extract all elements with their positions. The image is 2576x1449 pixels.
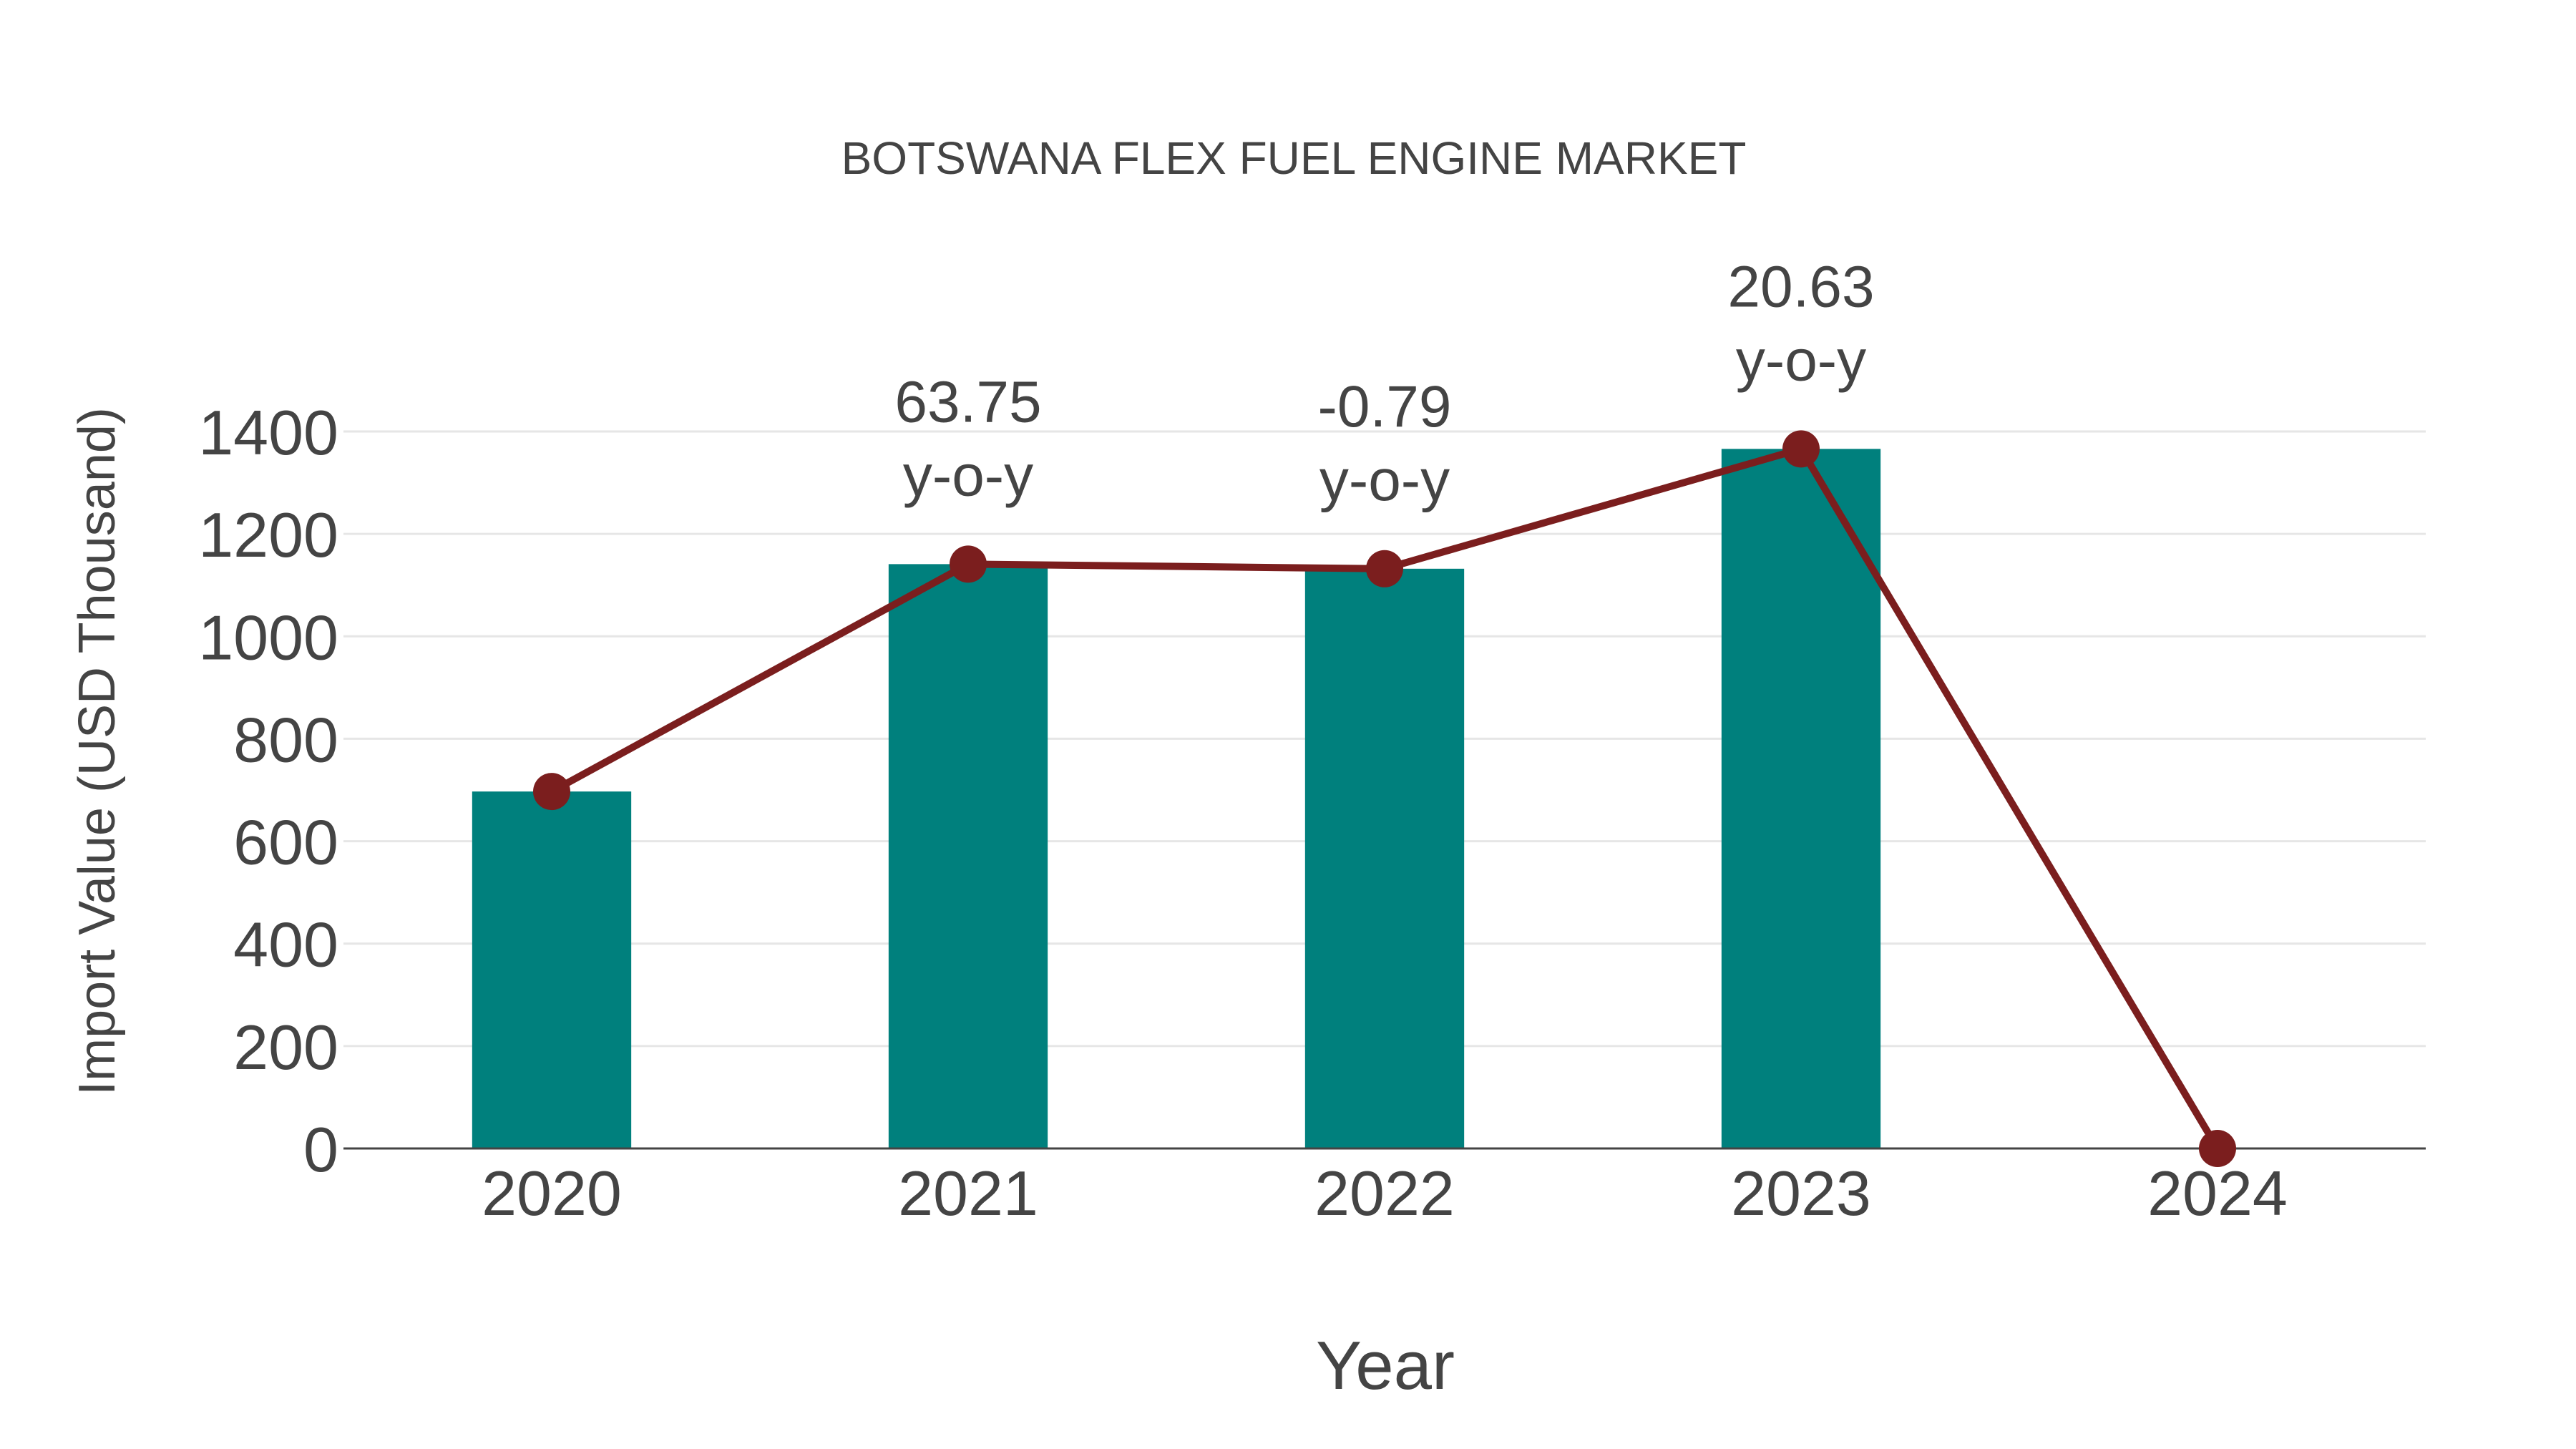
y-tick-label: 200 (233, 1012, 338, 1083)
y-tick-label: 800 (233, 704, 338, 775)
yoy-value: 20.63 (1727, 254, 1874, 319)
x-axis-title: Year (1316, 1327, 1455, 1404)
x-tick-label: 2024 (2147, 1158, 2288, 1229)
y-tick-label: 400 (233, 909, 338, 980)
x-tick-label: 2021 (898, 1158, 1038, 1229)
bar-2023 (1721, 449, 1881, 1148)
chart-title: BOTSWANA FLEX FUEL ENGINE MARKET (841, 132, 1747, 184)
y-tick-label: 600 (233, 807, 338, 878)
marker-2021 (950, 545, 987, 583)
y-tick-label: 1400 (198, 397, 338, 468)
yoy-suffix: y-o-y (1319, 448, 1450, 513)
marker-2023 (1782, 430, 1820, 468)
y-axis-title: Import Value (USD Thousand) (69, 407, 126, 1096)
y-tick-label: 1200 (198, 499, 338, 570)
marker-2022 (1366, 550, 1403, 587)
marker-2024 (2199, 1130, 2236, 1167)
y-axis-ticks: 0 200 400 600 800 1000 1200 1400 (198, 397, 338, 1185)
x-tick-label: 2022 (1314, 1158, 1455, 1229)
x-axis-ticks: 2020 2021 2022 2023 2024 (482, 1158, 2288, 1229)
line-series (533, 430, 2236, 1167)
yoy-value: -0.79 (1318, 374, 1452, 439)
yoy-suffix: y-o-y (1736, 328, 1866, 393)
y-tick-label: 1000 (198, 602, 338, 673)
bar-2020 (472, 791, 632, 1148)
yoy-annotations: 63.75 y-o-y -0.79 y-o-y 20.63 y-o-y (894, 254, 1874, 512)
bar-2022 (1304, 568, 1465, 1148)
y-tick-label: 0 (303, 1114, 338, 1185)
yoy-value: 63.75 (894, 369, 1041, 434)
bar-2021 (888, 564, 1048, 1148)
marker-2020 (533, 773, 570, 811)
x-tick-label: 2023 (1731, 1158, 1871, 1229)
x-tick-label: 2020 (482, 1158, 622, 1229)
bar-series (472, 449, 1881, 1148)
yoy-suffix: y-o-y (903, 443, 1033, 508)
